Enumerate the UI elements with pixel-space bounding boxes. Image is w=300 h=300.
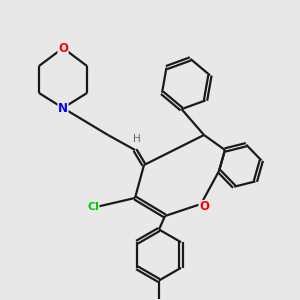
Text: H: H xyxy=(133,134,140,145)
Text: Cl: Cl xyxy=(87,202,99,212)
Text: O: O xyxy=(58,41,68,55)
Text: O: O xyxy=(199,200,209,214)
Text: N: N xyxy=(58,101,68,115)
